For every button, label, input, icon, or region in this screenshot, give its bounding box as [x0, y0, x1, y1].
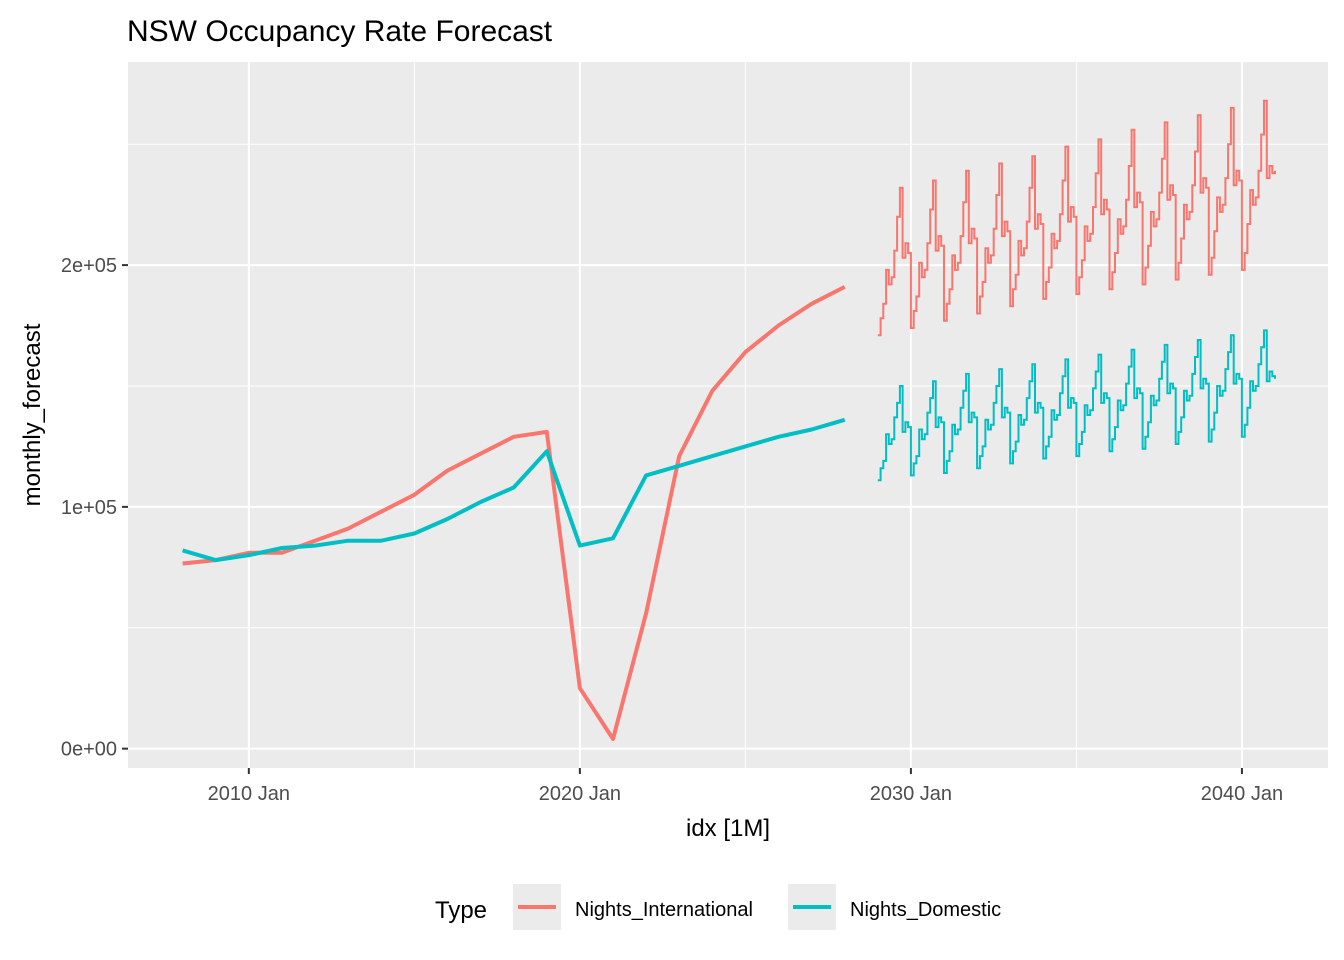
legend-item-domestic[interactable]: Nights_Domestic: [788, 884, 1001, 930]
y-tick-label: 0e+00: [61, 739, 117, 761]
x-axis: 2010 Jan 2020 Jan 2030 Jan 2040 Jan: [208, 768, 1283, 805]
y-tick-label: 1e+05: [61, 497, 117, 519]
x-tick-label: 2030 Jan: [870, 783, 952, 805]
series-line-nights-domestic-annual: [182, 417, 846, 563]
series-line-nights-domestic-forecast: [877, 329, 1276, 482]
y-tick-label: 2e+05: [61, 255, 117, 277]
legend-label-international: Nights_International: [575, 899, 753, 921]
legend: Type Nights_International Nights_Domesti…: [435, 884, 1001, 930]
series-line-nights-international-forecast: [877, 99, 1276, 337]
chart-title: NSW Occupancy Rate Forecast: [127, 15, 553, 48]
legend-title: Type: [435, 897, 487, 924]
plot-panel: [128, 62, 1328, 768]
x-tick-label: 2040 Jan: [1201, 783, 1283, 805]
y-axis-title: monthly_forecast: [19, 323, 46, 506]
x-tick-label: 2020 Jan: [539, 783, 621, 805]
legend-item-international[interactable]: Nights_International: [513, 884, 753, 930]
legend-label-domestic: Nights_Domestic: [850, 899, 1001, 921]
x-tick-label: 2010 Jan: [208, 783, 290, 805]
series-layer: [182, 99, 1276, 741]
y-axis: 0e+00 1e+05 2e+05: [61, 255, 128, 761]
x-axis-title: idx [1M]: [686, 815, 770, 842]
